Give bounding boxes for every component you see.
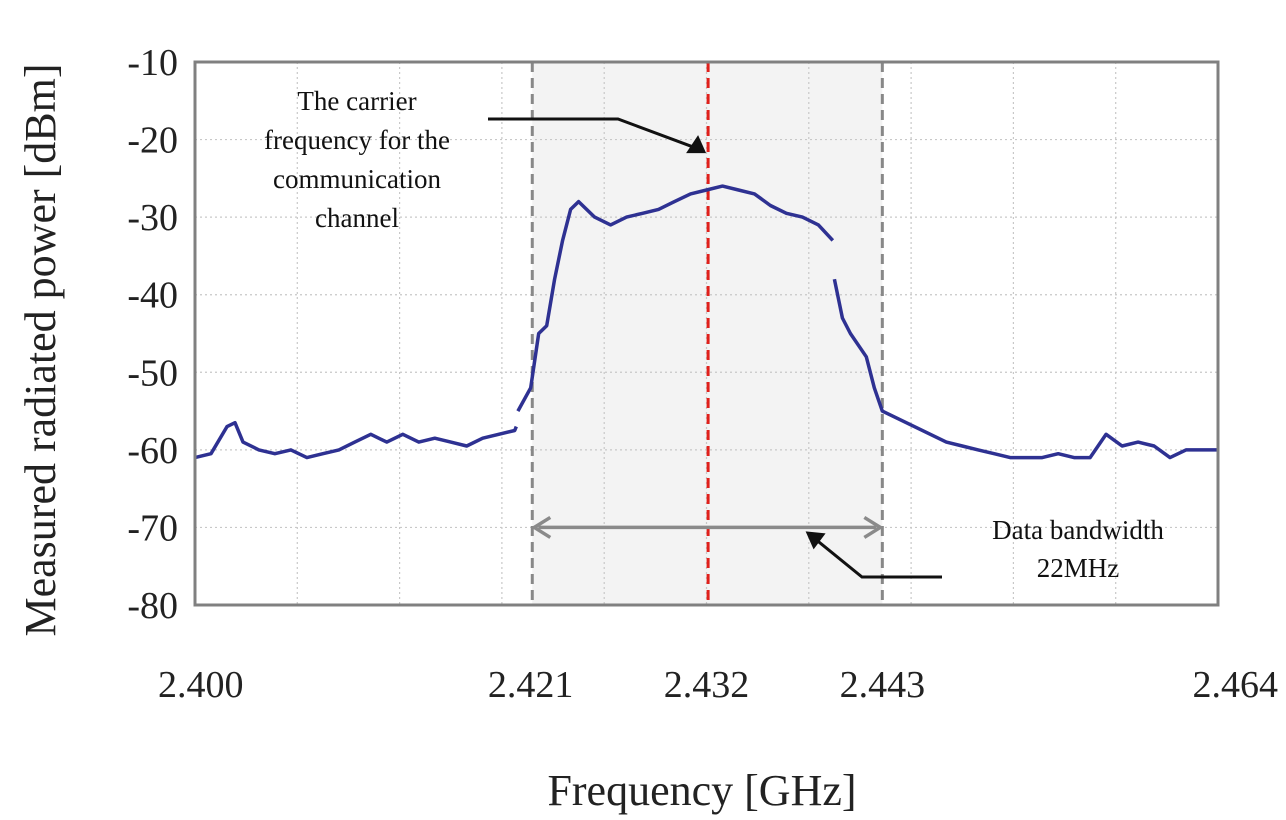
y-tick-label: -40 <box>127 275 178 317</box>
bandwidth-annotation-line: 22MHz <box>1037 553 1120 583</box>
y-tick-label: -70 <box>127 507 178 549</box>
y-axis-label: Measured radiated power [dBm] <box>16 63 65 636</box>
y-tick-label: -20 <box>127 120 178 162</box>
x-axis-label: Frequency [GHz] <box>547 766 856 815</box>
y-tick-label: -60 <box>127 430 178 472</box>
bandwidth-arrow-group <box>530 515 884 539</box>
carrier-annotation-line: frequency for the <box>264 125 450 155</box>
series-group <box>194 184 1218 460</box>
plot-frame <box>193 60 1220 607</box>
x-tick-labels: 2.400 2.421 2.432 2.443 2.464 <box>158 664 1278 706</box>
x-tick-label: 2.443 <box>840 664 926 706</box>
carrier-annotation-leader <box>488 117 705 153</box>
carrier-annotation-arrowhead <box>686 135 707 154</box>
bandwidth-annotation-leader <box>808 533 942 579</box>
x-tick-label: 2.400 <box>158 664 244 706</box>
y-tick-labels: -10 -20 -30 -40 -50 -60 -70 -80 <box>127 42 178 627</box>
bandwidth-annotation-line: Data bandwidth <box>992 515 1164 545</box>
series-line-2 <box>832 278 1218 460</box>
x-tick-label: 2.464 <box>1193 664 1279 706</box>
x-tick-label: 2.421 <box>488 664 574 706</box>
y-tick-label: -50 <box>127 352 178 394</box>
y-tick-label: -10 <box>127 42 178 84</box>
series-line-0 <box>194 420 518 460</box>
series-line-1 <box>516 184 835 412</box>
x-tick-label: 2.432 <box>664 664 750 706</box>
bandwidth-arrow-head-right <box>863 515 884 539</box>
carrier-annotation-line: The carrier <box>297 86 416 116</box>
carrier-annotation-line: communication <box>273 164 441 194</box>
bandwidth-annotation-arrowhead <box>805 531 826 550</box>
y-tick-label: -30 <box>127 197 178 239</box>
carrier-annotation-line: channel <box>315 203 399 233</box>
reference-lines-group <box>530 62 884 605</box>
bandwidth-arrow-head-left <box>530 515 552 539</box>
y-tick-label: -80 <box>127 585 178 627</box>
annotations-group: The carrier frequency for the communicatio… <box>264 86 1164 583</box>
